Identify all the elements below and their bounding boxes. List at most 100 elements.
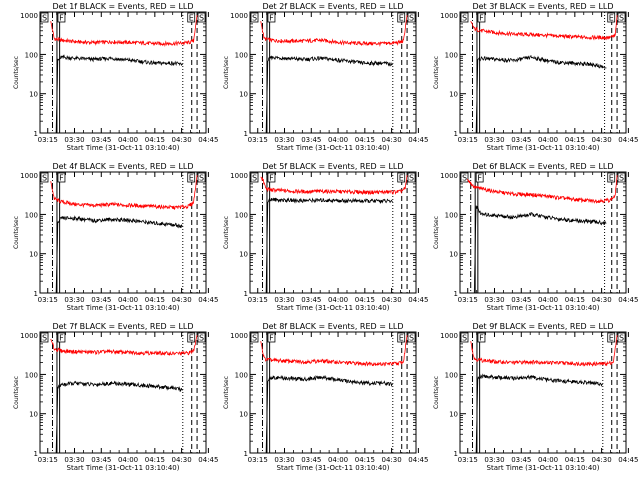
marker-box (460, 332, 469, 343)
x-tick-label: 03:15 (248, 456, 268, 464)
x-tick-label: 04:45 (198, 456, 218, 464)
marker-box (475, 172, 484, 183)
y-tick-label: 10 (29, 411, 38, 419)
x-tick-label: 03:15 (248, 296, 268, 304)
y-tick-label: 100 (445, 371, 458, 379)
marker-s: S (462, 14, 467, 23)
x-tick-label: 03:30 (64, 296, 84, 304)
marker-s: S (462, 334, 467, 343)
plot-frame (39, 11, 207, 134)
y-tick-label: 1 (244, 130, 248, 138)
marker-s: S (252, 174, 257, 183)
panel-det-9: Det 9f BLACK = Events, RED = LLD 1 10 100 10… (433, 322, 638, 472)
series-lld-line (260, 175, 408, 196)
y-tick-label: 1 (244, 450, 248, 458)
marker-box (40, 332, 49, 343)
x-tick-label: 03:30 (484, 136, 504, 144)
marker-e: E (399, 174, 404, 183)
x-axis-label: Start Time (31-Oct-11 03:10:40) (487, 144, 600, 152)
series-events-line (55, 380, 183, 453)
marker-box (617, 172, 626, 183)
marker-f: F (479, 334, 484, 343)
x-tick-label: 04:00 (118, 456, 138, 464)
x-tick-label: 03:45 (91, 296, 111, 304)
y-tick-label: 1 (34, 130, 38, 138)
x-axis-label: Start Time (31-Oct-11 03:10:40) (487, 464, 600, 472)
x-tick-label: 03:45 (91, 136, 111, 144)
x-tick-label: 04:30 (382, 456, 402, 464)
panel-det-6: Det 6f BLACK = Events, RED = LLD 1 10 100 10… (433, 162, 638, 312)
plot-frame (249, 331, 417, 454)
x-tick-label: 04:30 (172, 136, 192, 144)
x-axis-label: Start Time (31-Oct-11 03:10:40) (67, 464, 180, 472)
panel-det-2: Det 2f BLACK = Events, RED = LLD 1 10 100 10… (223, 2, 428, 152)
x-tick-label: 04:15 (145, 296, 165, 304)
x-tick-label: 04:30 (592, 456, 612, 464)
series-lld-line (470, 335, 618, 367)
y-axis-label: Counts/sec (223, 216, 230, 249)
plot-frame (459, 11, 627, 134)
marker-box (187, 172, 196, 183)
marker-e: E (189, 334, 194, 343)
panel-det-1: Det 1f BLACK = Events, RED = LLD 1 10 100 10… (13, 2, 218, 152)
y-tick-label: 10 (29, 251, 38, 259)
x-tick-label: 03:45 (511, 296, 531, 304)
marker-box (57, 172, 66, 183)
y-tick-label: 1 (454, 130, 458, 138)
y-tick-label: 1000 (230, 332, 248, 340)
marker-box (187, 12, 196, 23)
panel-title: Det 1f BLACK = Events, RED = LLD (52, 2, 193, 11)
marker-s: S (42, 334, 47, 343)
x-tick-label: 03:45 (511, 136, 531, 144)
y-tick-label: 10 (239, 411, 248, 419)
marker-box (197, 332, 206, 343)
x-axis-label: Start Time (31-Oct-11 03:10:40) (277, 464, 390, 472)
marker-box (187, 332, 196, 343)
y-tick-label: 100 (235, 51, 248, 59)
marker-box (40, 12, 49, 23)
marker-box (250, 332, 259, 343)
marker-box (607, 172, 616, 183)
plot-frame (39, 171, 207, 294)
series-events-line (265, 197, 393, 293)
y-axis-label: Counts/sec (13, 216, 20, 249)
x-tick-label: 04:45 (618, 296, 638, 304)
y-tick-label: 10 (239, 91, 248, 99)
y-tick-label: 10 (29, 91, 38, 99)
x-tick-label: 03:45 (301, 136, 321, 144)
marker-box (57, 332, 66, 343)
panel-title: Det 4f BLACK = Events, RED = LLD (52, 162, 193, 171)
x-tick-label: 04:00 (538, 456, 558, 464)
x-tick-label: 04:15 (145, 456, 165, 464)
y-tick-label: 100 (235, 211, 248, 219)
x-tick-label: 03:15 (38, 456, 58, 464)
y-axis-label: Counts/sec (223, 56, 230, 89)
x-tick-label: 04:45 (198, 136, 218, 144)
x-tick-label: 04:00 (328, 296, 348, 304)
x-tick-label: 04:15 (565, 136, 585, 144)
x-tick-label: 03:30 (484, 456, 504, 464)
y-tick-label: 10 (449, 251, 458, 259)
x-tick-label: 04:45 (618, 456, 638, 464)
marker-box (407, 172, 416, 183)
plot-frame (459, 171, 627, 294)
marker-s: S (199, 174, 204, 183)
marker-box (57, 12, 66, 23)
x-tick-label: 04:15 (355, 456, 375, 464)
y-axis-label: Counts/sec (13, 56, 20, 89)
marker-e: E (189, 174, 194, 183)
y-tick-label: 1 (454, 450, 458, 458)
y-axis-label: Counts/sec (13, 376, 20, 409)
x-tick-label: 04:30 (592, 136, 612, 144)
x-tick-label: 04:15 (145, 136, 165, 144)
marker-box (197, 172, 206, 183)
y-tick-label: 1 (454, 290, 458, 298)
x-tick-label: 04:45 (618, 136, 638, 144)
series-events-line (55, 215, 183, 293)
marker-box (607, 12, 616, 23)
marker-f: F (59, 174, 64, 183)
y-tick-label: 100 (25, 371, 38, 379)
y-axis-label: Counts/sec (223, 376, 230, 409)
series-lld-line (466, 175, 618, 204)
series-events-line (475, 55, 607, 133)
